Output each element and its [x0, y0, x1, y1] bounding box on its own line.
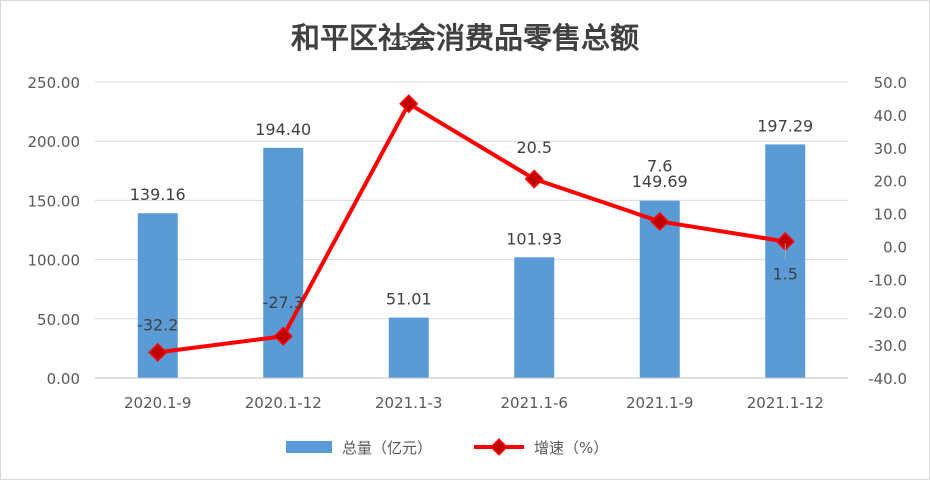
right-tick-label: 20.0 — [874, 173, 907, 191]
x-tick-label: 2021.1-6 — [501, 394, 568, 412]
right-tick-label: -20.0 — [868, 304, 907, 322]
right-tick-label: -40.0 — [868, 370, 907, 388]
legend: 总量（亿元） 增速（%） — [286, 438, 608, 457]
growth-value-label: -27.3 — [263, 293, 304, 312]
bar — [388, 317, 429, 378]
left-tick-label: 0.00 — [47, 370, 80, 388]
growth-value-label: -32.2 — [137, 315, 178, 334]
line-series — [148, 94, 795, 362]
left-tick-label: 100.00 — [28, 252, 81, 270]
right-tick-label: -10.0 — [868, 271, 907, 289]
right-y-axis: -40.0 -30.0 -20.0 -10.0 0.0 10.0 20.0 30.0 40.0 5… — [868, 74, 907, 388]
x-tick-label: 2021.1-12 — [747, 394, 824, 412]
legend-label-line: 增速（%） — [534, 439, 608, 457]
right-tick-label: 0.0 — [883, 238, 907, 256]
growth-marker — [273, 326, 293, 346]
x-tick-label: 2020.1-9 — [124, 394, 191, 412]
growth-marker — [650, 211, 670, 231]
bar-value-label: 101.93 — [506, 229, 562, 248]
right-tick-label: 10.0 — [874, 206, 907, 224]
bar-value-label: 149.69 — [632, 172, 688, 191]
growth-line — [157, 101, 786, 355]
growth-marker — [775, 231, 795, 252]
bar — [765, 144, 806, 378]
x-tick-label: 2021.1-9 — [626, 394, 693, 412]
right-tick-label: 30.0 — [874, 140, 907, 158]
legend-label-bar: 总量（亿元） — [342, 439, 432, 457]
x-tick-label: 2020.1-12 — [245, 394, 322, 412]
growth-value-label: 7.6 — [647, 156, 672, 175]
x-tick-label: 2021.1-3 — [375, 394, 442, 412]
right-tick-label: 40.0 — [874, 107, 907, 125]
right-tick-label: 50.0 — [874, 74, 907, 92]
bar-value-label: 51.01 — [386, 290, 432, 309]
growth-marker — [148, 342, 168, 362]
legend-swatch-bar — [286, 441, 332, 453]
bar-value-label: 197.29 — [757, 116, 813, 135]
growth-marker — [399, 94, 419, 114]
left-tick-label: 200.00 — [28, 133, 81, 151]
gridlines — [95, 81, 848, 320]
growth-value-label: 20.5 — [516, 138, 552, 157]
x-axis: 2020.1-9 2020.1-12 2021.1-3 2021.1-6 2021.1-… — [95, 377, 848, 412]
right-tick-label: -30.0 — [868, 337, 907, 355]
left-y-axis: 0.00 50.00 100.00 150.00 200.00 250.00 — [28, 74, 81, 388]
left-tick-label: 250.00 — [28, 74, 81, 92]
growth-value-label: 43.4 — [391, 33, 427, 52]
chart-title: 和平区社会消费品零售总额 — [291, 21, 639, 55]
bar-value-label: 139.16 — [130, 185, 186, 204]
left-tick-label: 150.00 — [28, 192, 81, 210]
legend-marker — [490, 438, 508, 456]
left-tick-label: 50.00 — [37, 311, 80, 329]
data-labels: 139.16 194.40 51.01 101.93 149.69 197.29 -32.2… — [130, 33, 813, 335]
bar — [514, 257, 555, 378]
growth-marker — [524, 169, 544, 189]
growth-value-label: 1.5 — [773, 265, 798, 284]
bar-value-label: 194.40 — [255, 120, 311, 139]
